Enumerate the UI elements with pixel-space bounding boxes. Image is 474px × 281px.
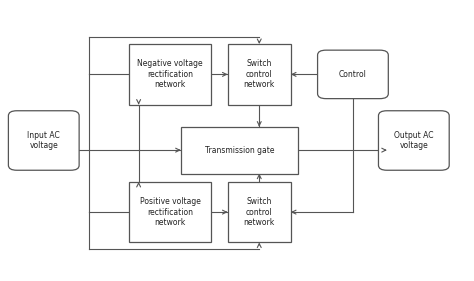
Text: Negative voltage
rectification
network: Negative voltage rectification network xyxy=(137,60,203,89)
Text: Output AC
voltage: Output AC voltage xyxy=(394,131,434,150)
Text: Switch
control
network: Switch control network xyxy=(244,197,275,227)
Text: Positive voltage
rectification
network: Positive voltage rectification network xyxy=(140,197,201,227)
Text: Transmission gate: Transmission gate xyxy=(205,146,274,155)
Text: Input AC
voltage: Input AC voltage xyxy=(27,131,60,150)
Text: Control: Control xyxy=(339,70,367,79)
FancyBboxPatch shape xyxy=(378,111,449,170)
Text: Switch
control
network: Switch control network xyxy=(244,60,275,89)
FancyBboxPatch shape xyxy=(129,44,211,105)
FancyBboxPatch shape xyxy=(9,111,79,170)
FancyBboxPatch shape xyxy=(228,182,291,243)
FancyBboxPatch shape xyxy=(318,50,388,99)
FancyBboxPatch shape xyxy=(181,127,298,174)
FancyBboxPatch shape xyxy=(129,182,211,243)
FancyBboxPatch shape xyxy=(228,44,291,105)
